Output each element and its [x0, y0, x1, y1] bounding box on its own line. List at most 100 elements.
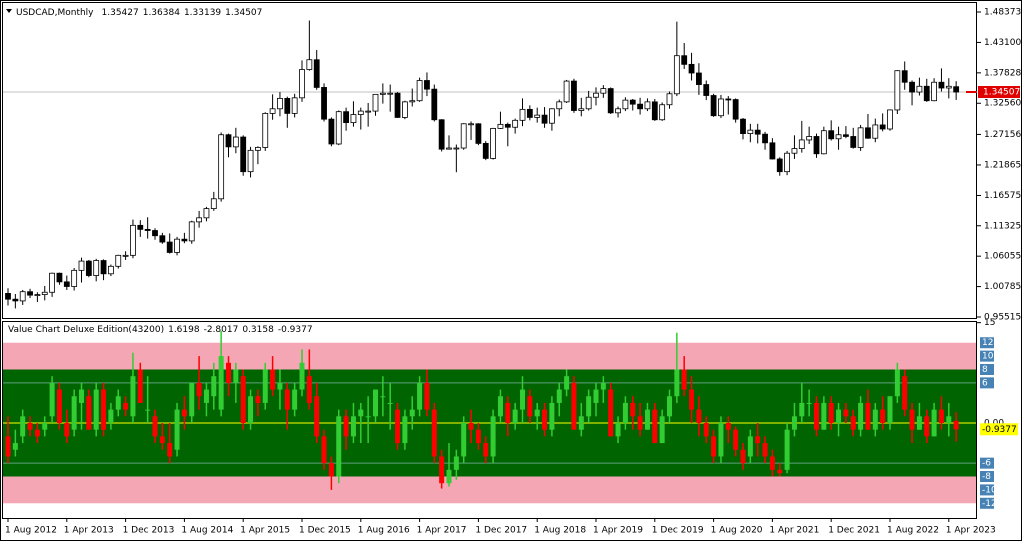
candle-body: [372, 93, 379, 112]
candle-body: [93, 260, 100, 276]
y-tick-label: 1.27156: [984, 130, 1021, 140]
x-tick-label: 1 Apr 2013: [64, 526, 114, 536]
candle-body: [916, 85, 923, 93]
value-bar-body: [167, 443, 173, 457]
current-price-label: 1.34507: [983, 88, 1020, 98]
value-bar-body: [850, 416, 856, 430]
value-bar-body: [64, 423, 70, 437]
candle-body: [424, 80, 430, 90]
candle-body: [703, 84, 710, 96]
value-bar-body: [836, 409, 842, 424]
value-bar-body: [12, 443, 18, 450]
candle-body: [299, 69, 305, 99]
value-bar-body: [924, 416, 930, 437]
candle-body: [857, 127, 864, 148]
value-bar-body: [637, 416, 643, 430]
value-bar-body: [622, 402, 628, 424]
candle-body: [306, 59, 313, 70]
candle-body: [379, 92, 386, 95]
value-bar-body: [534, 409, 540, 417]
value-bar-body: [806, 402, 812, 404]
value-bar-body: [615, 423, 621, 437]
candle-body: [78, 260, 85, 271]
value-bar-body: [902, 376, 908, 410]
candle-body: [901, 70, 908, 83]
candle-body: [210, 198, 217, 210]
value-bar-body: [159, 436, 165, 444]
candle-body: [843, 134, 849, 137]
value-bar-body: [56, 389, 62, 424]
candle-body: [475, 123, 482, 144]
menu-triangle[interactable]: [6, 9, 12, 13]
value-bar-body: [755, 436, 761, 444]
value-bar-body: [858, 402, 864, 430]
value-bar-body: [689, 389, 695, 410]
candle-body: [181, 238, 188, 242]
value-bar-body: [336, 416, 342, 477]
candle-body: [174, 238, 180, 253]
value-bar-body: [696, 409, 702, 424]
indicator-header: Value Chart Deluxe Edition(43200) 1.6198-…: [8, 325, 313, 335]
candle-body: [56, 272, 63, 283]
candle-body: [365, 110, 372, 113]
candle-body: [762, 133, 768, 144]
candle-body: [254, 147, 261, 151]
value-bar-body: [248, 396, 254, 424]
candle-body: [578, 108, 585, 111]
candle-body: [607, 88, 614, 114]
value-bar-body: [527, 396, 533, 417]
value-bar-body: [593, 389, 599, 403]
candle-body: [269, 108, 276, 114]
header-value: -0.9377: [278, 325, 313, 335]
candle-body: [460, 123, 467, 149]
value-bar-body: [791, 416, 797, 430]
candle-body: [115, 254, 122, 267]
level-box: [980, 363, 994, 375]
value-bar-body: [571, 382, 577, 430]
value-bar-body: [417, 382, 423, 410]
value-bar-body: [549, 402, 555, 430]
candle-body: [820, 130, 827, 155]
x-tick-label: 1 Dec 2017: [475, 526, 527, 536]
header-value: 1.36384: [143, 8, 180, 18]
value-bar-body: [784, 429, 790, 470]
level-box: [980, 337, 994, 349]
candle-body: [710, 95, 717, 117]
value-bar-body: [284, 389, 290, 410]
candle-body: [593, 92, 599, 98]
candle-body: [798, 139, 805, 149]
y-tick-label: 1.21865: [984, 160, 1021, 170]
candle-body: [137, 224, 144, 230]
value-bar-body: [652, 409, 658, 444]
header-value: 1.35427: [102, 8, 139, 18]
level-label: 8: [982, 365, 988, 375]
current-price-box: [978, 86, 1020, 99]
x-tick-label: 1 Apr 2023: [946, 526, 996, 536]
candle-body: [188, 221, 195, 242]
value-bar-body: [203, 389, 209, 403]
candle-body: [872, 124, 879, 139]
value-bar-body: [380, 396, 386, 398]
x-tick-label: 1 Aug 2012: [5, 526, 57, 536]
candle-body: [519, 108, 526, 121]
x-tick-label: 1 Aug 2014: [181, 526, 233, 536]
value-bar-body: [115, 396, 121, 410]
value-bar-body: [240, 376, 246, 424]
value-bar-body: [769, 456, 775, 470]
candle-body: [144, 228, 151, 231]
candle-body: [130, 224, 136, 256]
value-bar-body: [321, 436, 327, 464]
candle-body: [850, 136, 857, 148]
candle-body: [218, 134, 225, 200]
candle-body: [387, 92, 394, 95]
candle-body: [247, 149, 254, 173]
y-tick-label: 1.06055: [984, 252, 1021, 262]
candle-body: [556, 101, 563, 110]
value-bar-body: [42, 423, 48, 430]
zone: [3, 342, 976, 370]
value-bar-body: [189, 382, 195, 417]
value-bar-body: [218, 356, 224, 410]
candle-body: [563, 80, 570, 103]
candle-body: [152, 230, 158, 237]
